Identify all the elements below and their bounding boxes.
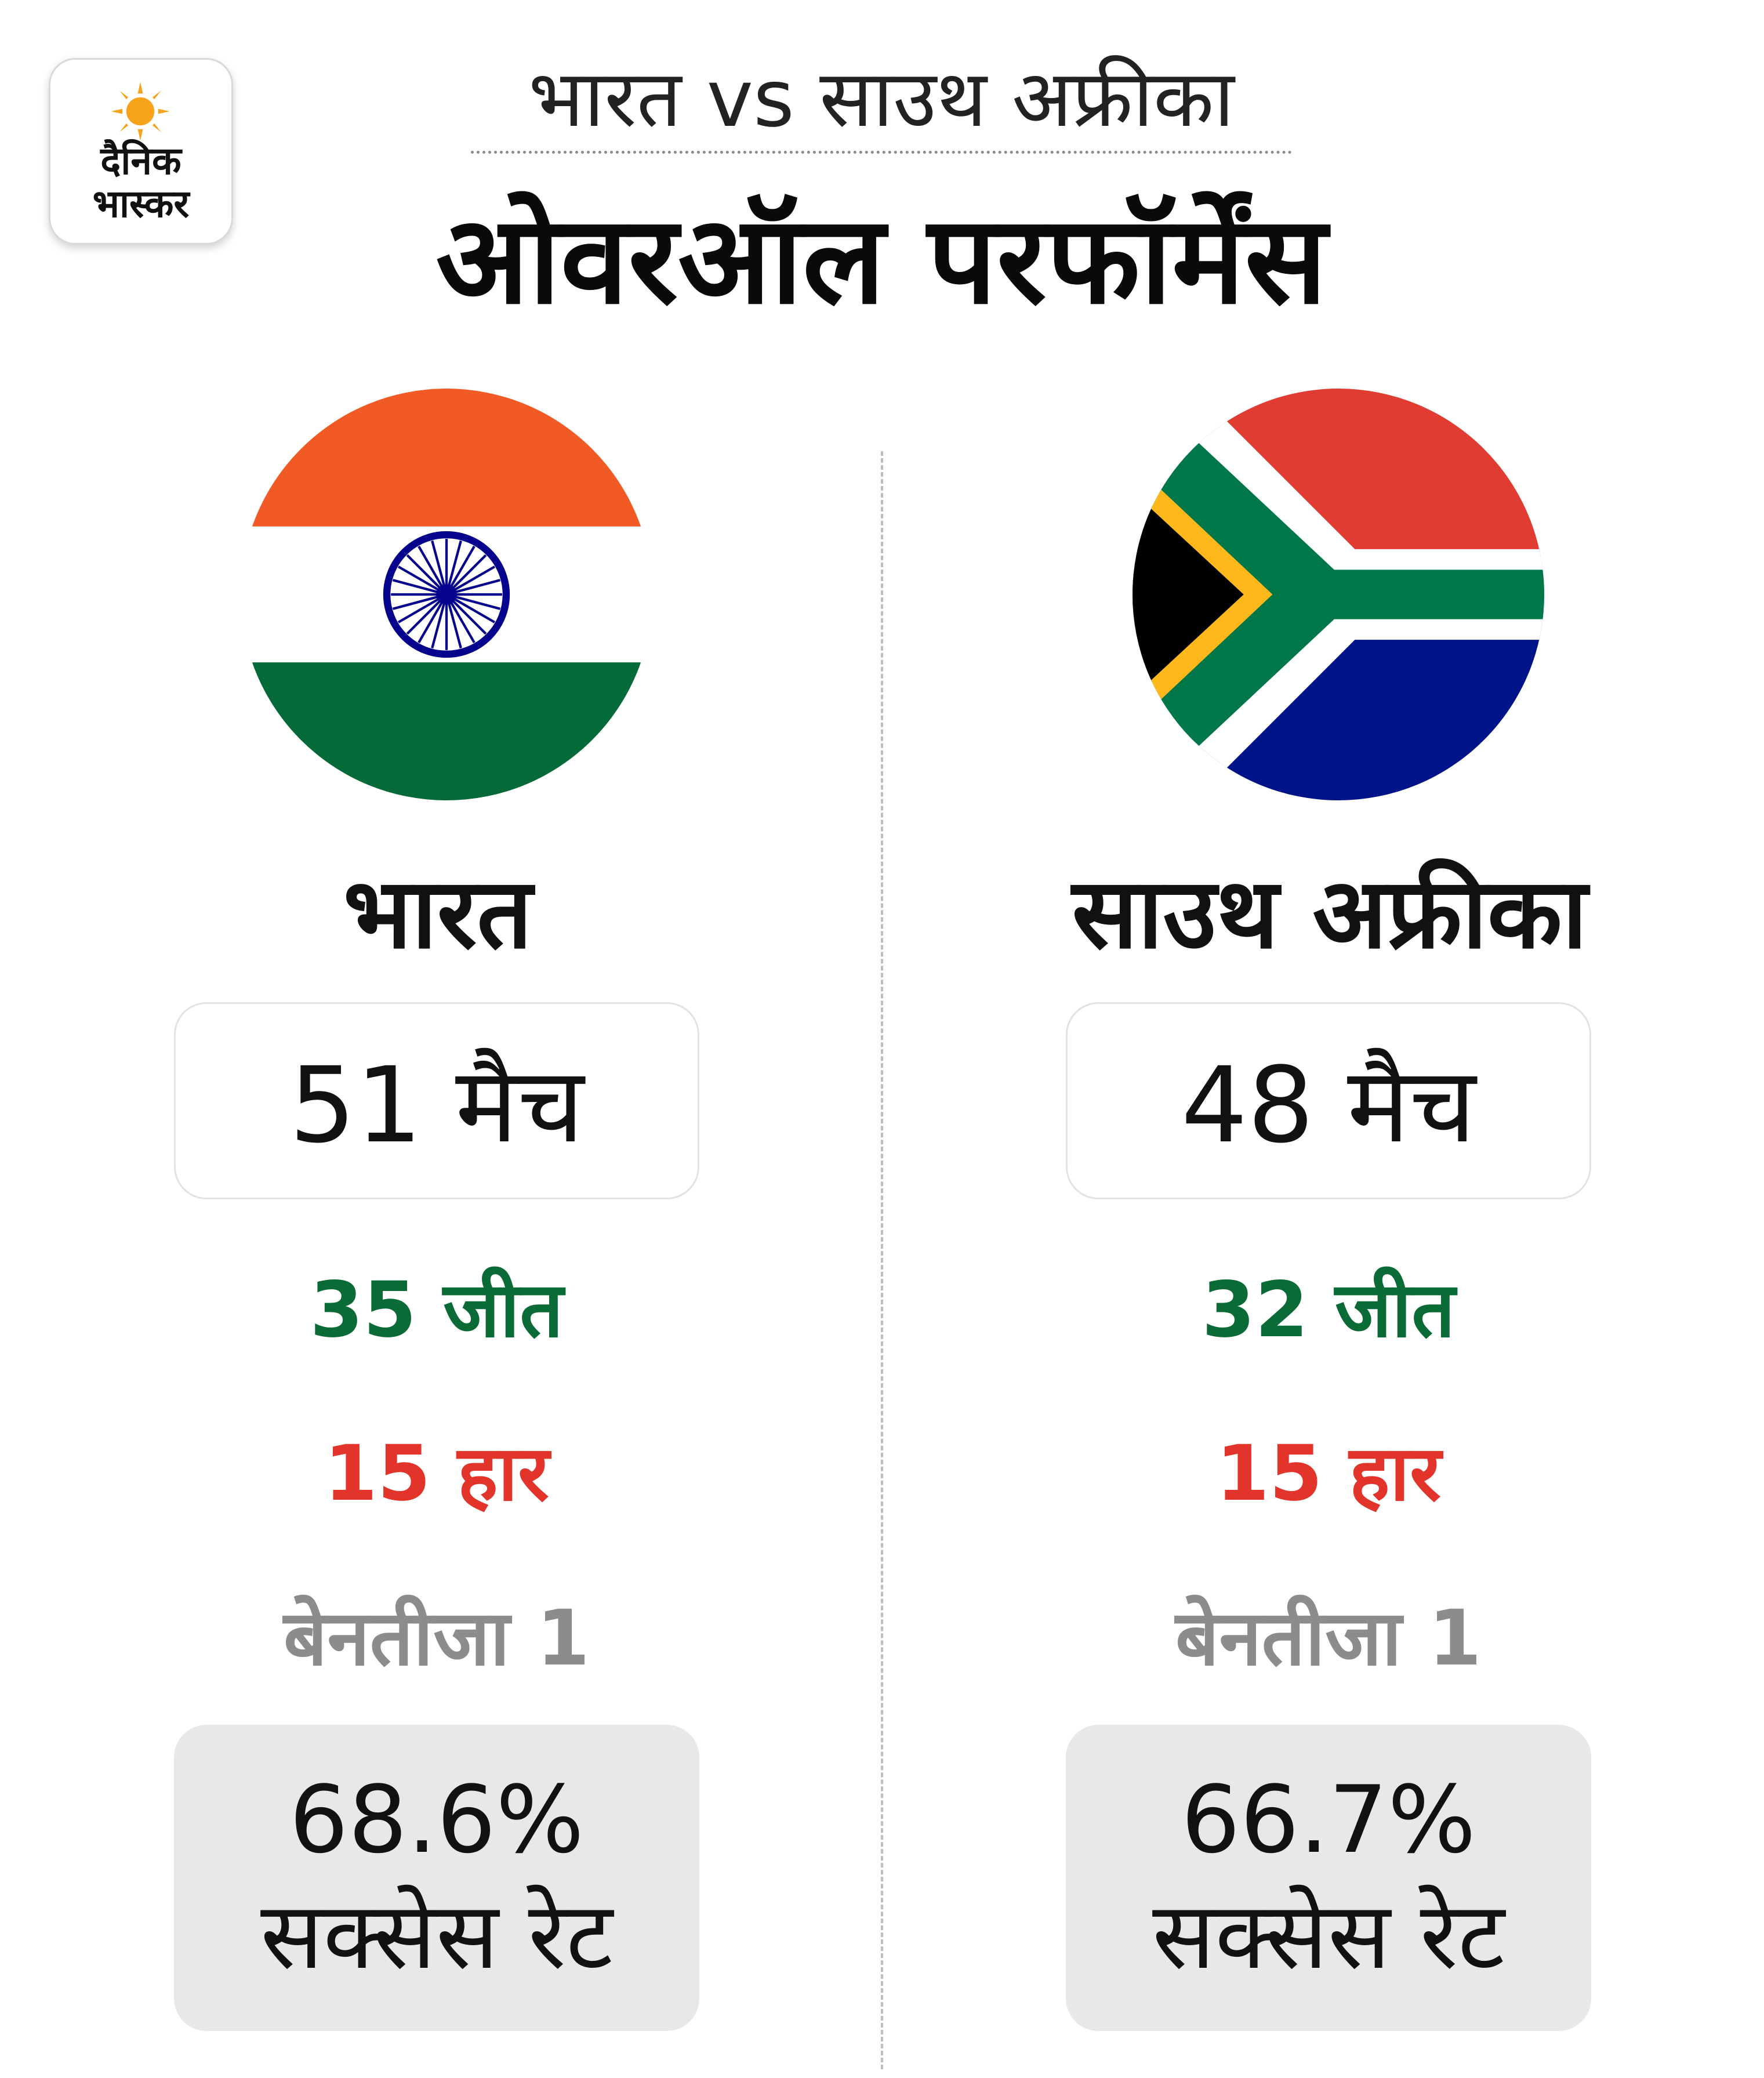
success-rate-box: 68.6% सक्सेस रेट [174,1725,699,2031]
logo-line-1: दैनिक [100,139,182,183]
india-flag-icon [241,389,652,800]
sun-icon [111,82,170,141]
success-rate-value: 66.7% [1181,1765,1476,1874]
subtitle-divider [471,151,1292,154]
team-name: साउथ अफ्रीका [1072,857,1588,970]
success-rate-box: 66.7% सक्सेस रेट [1066,1725,1591,2031]
no-result-count: बेनतीजा 1 [284,1594,590,1683]
team-name: भारत [343,857,533,970]
success-rate-value: 68.6% [289,1765,585,1874]
wins-count: 35 जीत [310,1265,564,1355]
south-africa-flag-icon [1133,389,1544,800]
success-rate-label: सक्सेस रेट [1152,1881,1505,1990]
logo-line-2: भास्कर [92,182,190,226]
success-rate-label: सक्सेस रेट [260,1881,613,1990]
wins-count: 32 जीत [1202,1265,1456,1355]
page-title: ओवरऑल परफॉर्मेंस [435,189,1327,331]
page-subtitle: भारत vs साउथ अफ्रीका [528,53,1235,145]
losses-count: 15 हार [324,1429,549,1518]
dainik-bhaskar-logo: दैनिक भास्कर [49,58,233,245]
matches-count: 51 मैच [174,1002,699,1199]
column-divider [881,451,883,2069]
matches-count: 48 मैच [1066,1002,1591,1199]
no-result-count: बेनतीजा 1 [1175,1594,1482,1683]
losses-count: 15 हार [1216,1429,1441,1518]
